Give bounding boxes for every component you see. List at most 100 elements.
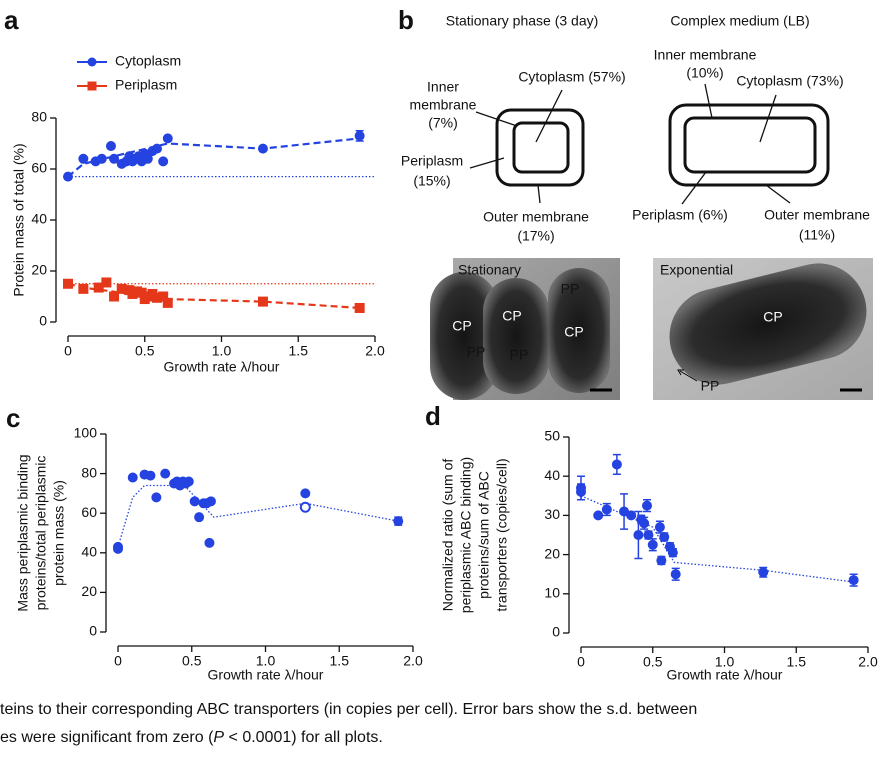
x-tick-label: 1.5	[289, 343, 309, 359]
leader	[765, 184, 791, 204]
y-tick-label: 40	[81, 544, 97, 560]
data-point	[354, 130, 365, 141]
micrograph-title: Exponential	[660, 262, 733, 278]
x-tick-label: 0.5	[135, 343, 155, 359]
data-point	[354, 302, 365, 313]
inner-membrane	[683, 116, 817, 174]
y-tick-label: 60	[81, 504, 97, 520]
cell	[669, 263, 867, 385]
data-point	[205, 496, 216, 507]
x-tick-label: 1.0	[256, 653, 276, 669]
caption-part: es were significant from zero (	[0, 729, 214, 746]
data-point	[162, 133, 173, 144]
data-point	[626, 510, 637, 521]
leader	[535, 89, 563, 143]
legend-label: Cytoplasm	[115, 53, 181, 69]
data-point	[189, 496, 200, 507]
y-tick-label: 10	[544, 585, 560, 601]
data-point	[593, 510, 604, 521]
panel-label: a	[4, 5, 19, 35]
x-tick-label: 1.5	[787, 654, 807, 670]
cell-diagram: Stationary phase (3 day) Inner membrane …	[401, 13, 870, 244]
fit-line	[580, 495, 854, 583]
data-point	[667, 547, 678, 558]
data-point	[611, 459, 622, 470]
data-point	[639, 518, 650, 529]
data-point	[162, 297, 173, 308]
y-axis-title: protein mass (%)	[51, 480, 67, 586]
data-point	[160, 468, 171, 479]
x-tick-label: 0	[114, 653, 122, 669]
label: (11%)	[799, 227, 835, 243]
y-tick-label: 0	[89, 623, 97, 639]
x-axis-title: Growth rate λ/hour	[208, 667, 324, 683]
x-tick-label: 0.5	[643, 654, 663, 670]
caption-part: < 0.0001) for all plots.	[224, 729, 383, 746]
micrograph: Stationary CP CP CP PP PP PP Exponential…	[430, 258, 873, 400]
label: PP	[561, 281, 580, 297]
x-tick-label: 1.5	[330, 653, 350, 669]
data-point	[656, 555, 667, 566]
data-point	[78, 283, 89, 294]
panel-label: c	[6, 403, 20, 433]
leader	[469, 157, 505, 169]
cell	[483, 278, 549, 394]
x-tick-label: 0	[64, 343, 72, 359]
label: Periplasm	[401, 153, 463, 169]
y-tick-label: 100	[74, 425, 98, 441]
label: Cytoplasm (57%)	[518, 69, 625, 85]
data-point	[257, 143, 268, 154]
y-tick-label: 80	[31, 109, 47, 125]
leader	[759, 94, 777, 143]
data-point	[105, 141, 116, 152]
data-point	[204, 537, 215, 548]
data-point	[299, 501, 311, 513]
leader	[681, 171, 707, 205]
fit-line	[67, 137, 360, 178]
y-axis-title: periplasmic ABC binding)	[458, 457, 474, 613]
y-tick-label: 0	[39, 313, 47, 329]
data-point	[152, 143, 163, 154]
data-point	[633, 530, 644, 540]
label: CP	[564, 324, 583, 340]
data-point	[158, 156, 169, 167]
data-point	[96, 153, 107, 164]
x-tick-label: 2.0	[858, 654, 878, 670]
label: Cytoplasm (73%)	[736, 73, 843, 89]
x-axis-title: Growth rate λ/hour	[164, 359, 280, 375]
x-axis-title: Growth rate λ/hour	[667, 667, 783, 683]
y-tick-label: 80	[81, 464, 97, 480]
x-tick-label: 0.5	[182, 653, 202, 669]
y-tick-label: 60	[31, 160, 47, 176]
y-tick-label: 40	[544, 467, 560, 483]
legend-marker	[87, 57, 97, 67]
data-point	[758, 567, 769, 578]
y-tick-label: 50	[544, 428, 560, 444]
label: Inner	[427, 79, 459, 95]
y-axis-title: proteins/sum of ABC	[476, 471, 492, 599]
y-axis-title: proteins/total periplasmic	[33, 456, 49, 611]
label: CP	[452, 318, 471, 334]
x-tick-label: 1.0	[715, 654, 735, 670]
data-point	[127, 472, 138, 483]
diagram-title: Stationary phase (3 day)	[446, 13, 599, 29]
caption-part: P	[213, 729, 224, 746]
data-point	[151, 492, 162, 503]
label: Outer membrane	[764, 207, 870, 223]
label: CP	[763, 309, 782, 325]
y-axis-title: Normalized ratio (sum of	[440, 459, 456, 612]
y-tick-label: 20	[544, 545, 560, 561]
data-point	[300, 488, 311, 499]
label: PP	[467, 344, 486, 360]
y-axis-title: Mass periplasmic binding	[15, 454, 31, 611]
panel-label: b	[398, 5, 414, 35]
x-tick-label: 2.0	[365, 343, 385, 359]
data-point	[109, 291, 120, 302]
data-point	[183, 476, 194, 487]
caption: es were significant from zero (P < 0.000…	[0, 729, 383, 746]
label: Periplasm (6%)	[632, 207, 728, 223]
data-point	[109, 153, 120, 164]
panel-label: d	[425, 401, 441, 431]
label: (7%)	[428, 115, 458, 131]
